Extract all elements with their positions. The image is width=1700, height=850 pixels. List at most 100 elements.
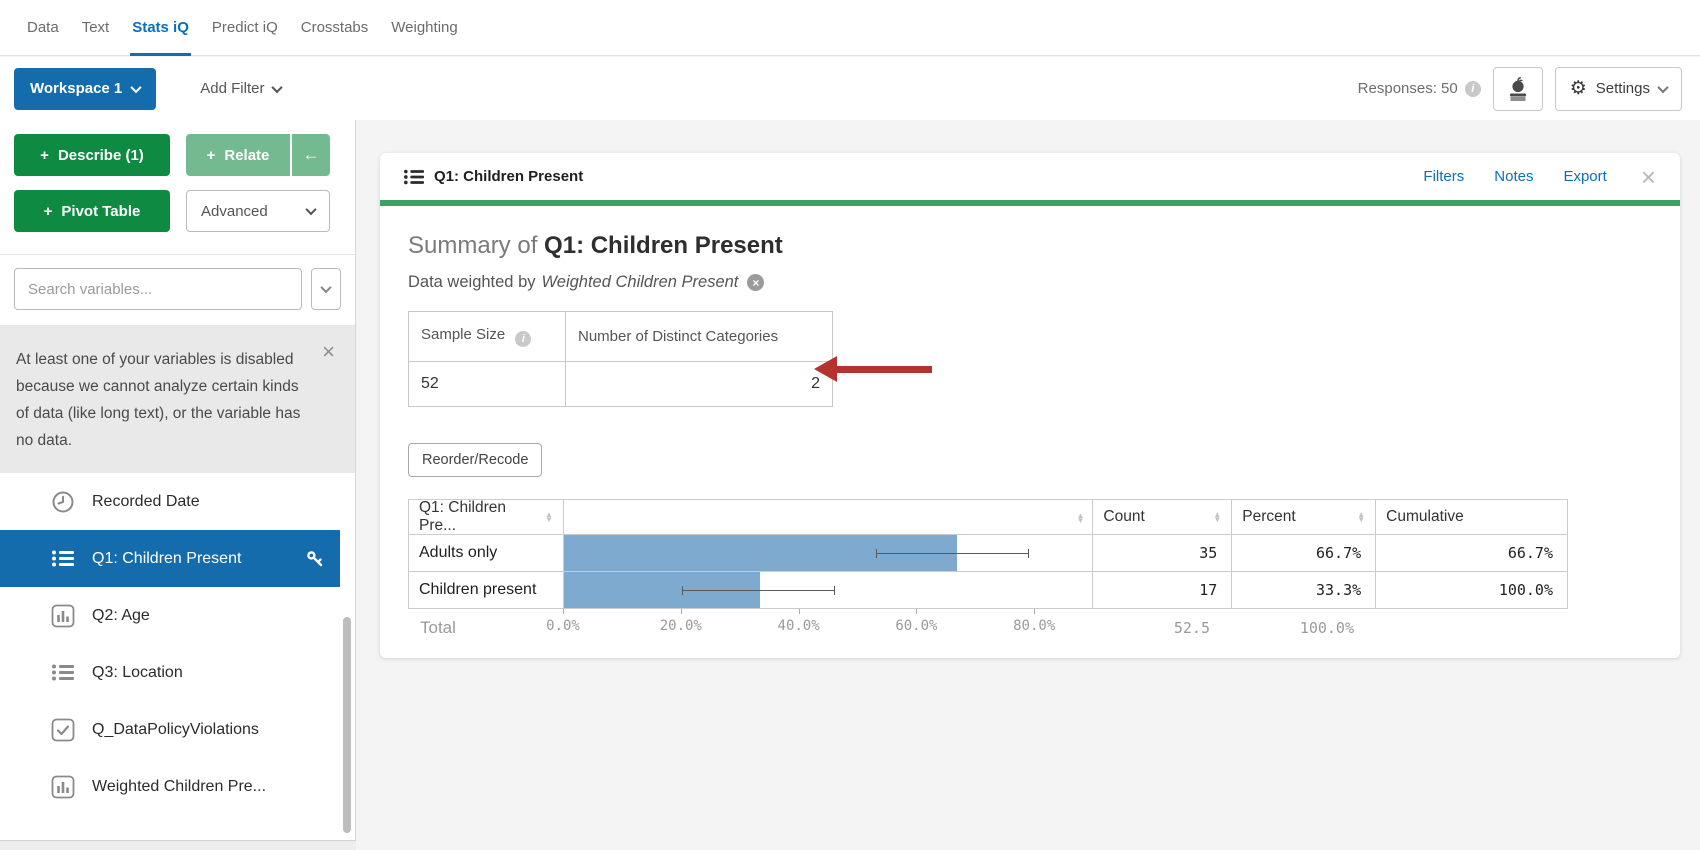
variable-q3-location[interactable]: Q3: Location [0,644,340,701]
close-icon[interactable]: × [1640,161,1656,192]
sort-icon[interactable]: ▲ ▼ [1076,511,1085,525]
chevron-down-icon [271,81,284,93]
learning-resources-button[interactable] [1492,66,1543,111]
key-icon[interactable] [306,550,324,568]
add-filter-label: Add Filter [200,80,265,97]
advanced-dropdown[interactable]: Advanced [186,190,330,232]
error-bar [876,549,1030,558]
info-icon[interactable]: i [515,331,532,347]
variable-weighted-children-present[interactable]: Weighted Children Pre... [0,758,340,815]
toolbar-right: Responses: 50 i ⚙ Settings [1358,66,1682,111]
annotation-arrow [836,366,932,373]
export-link[interactable]: Export [1563,168,1607,185]
weighted-by-line: Data weighted by Weighted Children Prese… [408,273,1652,292]
distinct-categories-value: 2 [565,361,833,407]
notes-link[interactable]: Notes [1494,168,1534,185]
sample-size-header: Sample Size i [408,311,566,362]
variable-label: Q_DataPolicyViolations [92,720,259,738]
add-filter-button[interactable]: Add Filter [200,80,284,97]
card-accent-bar [380,200,1680,206]
chevron-down-icon [130,81,142,93]
pivot-table-button[interactable]: + Pivot Table [14,190,170,232]
plus-icon: + [43,202,53,220]
plus-icon: + [206,146,216,164]
count-column-label: Count [1103,508,1145,525]
variable-q2-age[interactable]: Q2: Age [0,587,340,644]
histogram-icon [50,604,76,628]
cumulative-value: 100.0% [1376,572,1568,609]
collapse-arrow-button[interactable]: ← [290,134,330,176]
distinct-categories-header: Number of Distinct Categories [565,311,833,362]
warning-text: At least one of your variables is disabl… [16,351,301,449]
tab-crosstabs[interactable]: Crosstabs [300,19,369,36]
sidebar-bottom-strip [0,840,356,850]
info-icon[interactable]: i [1464,80,1481,97]
search-options-dropdown[interactable] [311,268,341,310]
column-header-count[interactable]: Count ▲ ▼ [1093,499,1233,535]
count-value: 35 [1093,535,1233,572]
cumulative-value: 66.7% [1376,535,1568,572]
responses-count: Responses: 50 i [1358,80,1481,97]
column-header-cumulative[interactable]: Cumulative [1376,499,1569,535]
checkbox-icon [50,718,76,742]
reorder-recode-button[interactable]: Reorder/Recode [408,443,543,477]
pivot-table-label: Pivot Table [61,202,141,220]
tab-weighting[interactable]: Weighting [391,19,458,36]
tab-data[interactable]: Data [27,19,59,36]
sort-icon[interactable]: ▲ ▼ [1213,510,1222,524]
column-header-percent[interactable]: Percent ▲ ▼ [1232,499,1377,535]
x-axis: 0.0% 20.0% 40.0% 60.0% 80.0% [546,609,1093,647]
tab-text[interactable]: Text [81,19,110,36]
sample-stats-table: Sample Size i Number of Distinct Categor… [408,311,833,407]
sample-size-value: 52 [408,361,566,407]
search-variables-input[interactable] [14,268,302,310]
card-title: Q1: Children Present [434,168,584,185]
settings-button[interactable]: ⚙ Settings [1554,66,1682,111]
summary-variable-name: Q1: Children Present [544,232,783,259]
summary-heading: Summary of Q1: Children Present [408,232,1652,260]
variable-label: Q3: Location [92,663,183,681]
card-body: Summary of Q1: Children Present Data wei… [380,232,1680,647]
axis-tick-label: 40.0% [777,618,820,634]
axis-tick [1034,609,1036,614]
sample-size-header-label: Sample Size [421,326,506,343]
total-percent: 100.0% [1299,619,1354,637]
total-cumulative [1376,609,1568,647]
tab-stats-iq[interactable]: Stats iQ [130,0,191,56]
variable-q1-children-present[interactable]: Q1: Children Present [0,530,340,587]
variable-q-datapolicyviolations[interactable]: Q_DataPolicyViolations [0,701,340,758]
count-value: 17 [1093,572,1233,609]
remove-weight-icon[interactable]: × [747,274,765,291]
table-row-adults-only: Adults only 35 66.7% 66.7% [408,535,1568,572]
tab-predict-iq[interactable]: Predict iQ [211,19,278,36]
describe-button[interactable]: + Describe (1) [14,134,170,176]
relate-button[interactable]: + Relate [186,134,290,176]
axis-tick-label: 20.0% [659,618,702,634]
column-header-chart[interactable]: ▲ ▼ [563,499,1094,535]
sort-icon[interactable]: ▲ ▼ [1357,510,1366,524]
weighted-variable-name: Weighted Children Present [541,273,739,291]
divider [0,254,355,255]
card-actions: Filters Notes Export × [1423,164,1656,190]
workspace-button-label: Workspace 1 [30,80,123,97]
table-row-children-present: Children present 17 33.3% 100.0% [408,572,1568,609]
sort-icon[interactable]: ▲ ▼ [544,510,553,524]
bar-cell [563,572,1094,609]
variable-list: Recorded Date Q1: Children Present [0,473,355,815]
annotation-arrow-head [814,356,837,382]
sidebar-scrollbar[interactable] [343,617,351,833]
variable-column-label: Q1: Children Pre... [419,499,507,534]
variable-recorded-date[interactable]: Recorded Date [0,473,340,530]
cumulative-column-label: Cumulative [1386,508,1464,525]
describe-label: Describe (1) [57,146,144,164]
relate-button-group: + Relate ← [186,134,330,176]
column-header-variable[interactable]: Q1: Children Pre... ▲ ▼ [409,499,564,535]
axis-tick [916,609,918,614]
close-icon[interactable]: × [322,339,335,364]
filters-link[interactable]: Filters [1423,168,1465,185]
axis-tick-label: 80.0% [1013,618,1056,634]
workspace-button[interactable]: Workspace 1 [14,67,157,110]
advanced-label: Advanced [201,202,268,220]
axis-tick-label: 60.0% [895,618,938,634]
